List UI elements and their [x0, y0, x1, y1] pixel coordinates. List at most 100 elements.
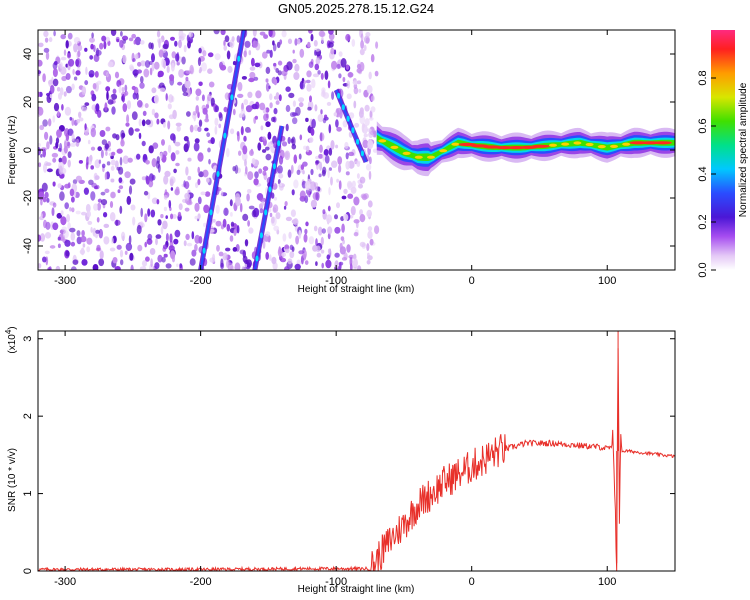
- noise-speckle: [110, 30, 117, 36]
- noise-speckle: [116, 244, 122, 250]
- noise-speckle: [347, 72, 354, 78]
- noise-speckle: [84, 123, 87, 131]
- streak-hotspot: [223, 132, 227, 139]
- x-tick-label: -300: [54, 275, 76, 287]
- noise-speckle: [269, 93, 273, 101]
- noise-speckle: [126, 195, 132, 205]
- noise-speckle: [48, 118, 52, 127]
- noise-speckle: [155, 238, 158, 246]
- noise-speckle: [207, 68, 213, 74]
- noise-speckle: [334, 260, 339, 269]
- noise-speckle: [90, 165, 94, 170]
- noise-speckle: [141, 119, 146, 127]
- noise-speckle: [328, 147, 333, 156]
- noise-speckle: [315, 191, 320, 201]
- noise-speckle: [251, 158, 256, 165]
- noise-speckle: [310, 128, 315, 136]
- noise-speckle: [204, 118, 210, 123]
- noise-speckle: [322, 166, 327, 175]
- noise-speckle: [302, 170, 305, 175]
- noise-speckle: [366, 209, 373, 218]
- noise-speckle: [154, 112, 159, 119]
- signal-hotspot: [549, 143, 557, 147]
- noise-speckle: [169, 176, 176, 184]
- noise-speckle: [248, 77, 255, 83]
- noise-speckle: [259, 102, 266, 111]
- noise-speckle: [372, 130, 376, 138]
- noise-speckle: [111, 106, 116, 115]
- noise-speckle: [254, 171, 259, 179]
- noise-speckle: [271, 256, 277, 265]
- noise-speckle: [298, 153, 302, 160]
- noise-speckle: [375, 41, 379, 49]
- noise-speckle: [53, 30, 56, 37]
- noise-speckle: [284, 248, 290, 254]
- noise-speckle: [100, 191, 106, 196]
- noise-speckle: [154, 262, 160, 270]
- noise-speckle: [180, 33, 187, 38]
- noise-speckle: [279, 39, 283, 45]
- noise-speckle: [272, 40, 275, 46]
- noise-speckle: [333, 112, 337, 117]
- noise-speckle: [116, 148, 123, 154]
- noise-speckle: [78, 111, 82, 119]
- noise-speckle: [296, 169, 301, 175]
- noise-speckle: [186, 200, 193, 206]
- noise-speckle: [175, 53, 180, 62]
- noise-speckle: [315, 160, 320, 164]
- noise-speckle: [226, 223, 231, 232]
- noise-speckle: [58, 157, 63, 163]
- noise-speckle: [73, 37, 81, 44]
- noise-speckle: [97, 146, 102, 152]
- noise-speckle: [73, 43, 78, 53]
- noise-speckle: [90, 43, 94, 50]
- noise-speckle: [118, 177, 123, 184]
- x-tick-label: 0: [469, 576, 475, 588]
- noise-speckle: [356, 173, 360, 179]
- noise-speckle: [322, 209, 326, 215]
- noise-speckle: [327, 80, 331, 89]
- noise-speckle: [290, 138, 294, 143]
- noise-speckle: [239, 249, 246, 255]
- noise-speckle: [98, 228, 104, 239]
- noise-speckle: [331, 91, 335, 100]
- noise-speckle: [338, 180, 342, 190]
- noise-speckle: [163, 59, 166, 69]
- noise-speckle: [52, 181, 56, 187]
- noise-speckle: [229, 199, 233, 207]
- noise-speckle: [120, 259, 124, 266]
- noise-speckle: [359, 241, 366, 247]
- noise-speckle: [198, 47, 202, 54]
- noise-speckle: [84, 80, 89, 86]
- noise-speckle: [294, 63, 300, 72]
- noise-speckle: [106, 91, 109, 101]
- streak-hotspot: [264, 209, 268, 216]
- noise-speckle: [366, 128, 372, 132]
- noise-speckle: [175, 122, 182, 127]
- noise-speckle: [284, 244, 290, 250]
- noise-speckle: [100, 199, 108, 206]
- noise-speckle: [254, 115, 258, 120]
- noise-speckle: [208, 81, 215, 88]
- noise-speckle: [111, 151, 116, 156]
- snr-xlabel: Height of straight line (km): [298, 584, 415, 595]
- noise-speckle: [336, 202, 340, 209]
- noise-speckle: [307, 106, 312, 111]
- noise-speckle: [42, 73, 46, 83]
- noise-speckle: [162, 43, 169, 50]
- noise-speckle: [129, 65, 135, 72]
- noise-speckle: [145, 175, 150, 185]
- noise-speckle: [269, 254, 272, 261]
- noise-speckle: [65, 250, 70, 257]
- noise-speckle: [305, 145, 310, 153]
- noise-speckle: [214, 125, 218, 135]
- noise-speckle: [39, 233, 46, 242]
- noise-speckle: [218, 113, 223, 122]
- noise-speckle: [265, 146, 270, 151]
- noise-speckle: [222, 218, 227, 228]
- noise-speckle: [95, 49, 102, 56]
- noise-speckle: [162, 244, 168, 250]
- noise-speckle: [197, 166, 200, 174]
- noise-speckle: [287, 38, 293, 45]
- noise-speckle: [56, 212, 63, 219]
